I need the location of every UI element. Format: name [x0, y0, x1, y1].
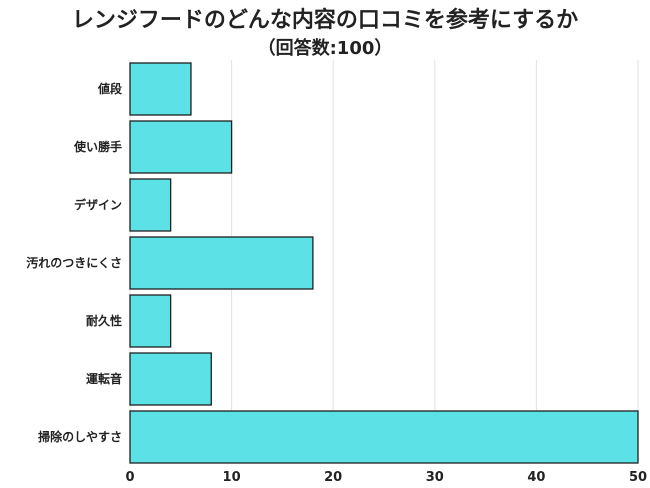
bar — [129, 120, 233, 174]
category-label: 掃除のしやすさ — [38, 429, 122, 444]
category-label: 耐久性 — [86, 313, 122, 328]
category-label: デザイン — [74, 197, 122, 212]
x-tick-label: 40 — [527, 470, 545, 485]
chart-subtitle: （回答数:100） — [257, 38, 393, 59]
bar-layer — [129, 62, 639, 464]
bar — [129, 236, 314, 290]
x-tick-label: 30 — [426, 470, 444, 485]
bar — [129, 62, 192, 116]
x-tick-label: 0 — [125, 470, 134, 485]
chart-title: レンジフードのどんな内容の口コミを参考にするか — [71, 8, 579, 33]
category-label: 値段 — [97, 81, 123, 96]
x-tick-label: 20 — [324, 470, 342, 485]
category-label: 使い勝手 — [73, 139, 122, 154]
x-tick-label: 10 — [223, 470, 241, 485]
bar — [129, 352, 212, 406]
category-label: 運転音 — [86, 371, 122, 386]
x-tick-label: 50 — [629, 470, 647, 485]
bar — [129, 178, 172, 232]
bar — [129, 410, 639, 464]
x-axis-ticks: 0 10 20 30 40 50 — [125, 470, 647, 485]
bar — [129, 294, 172, 348]
category-label: 汚れのつきにくさ — [26, 255, 122, 270]
